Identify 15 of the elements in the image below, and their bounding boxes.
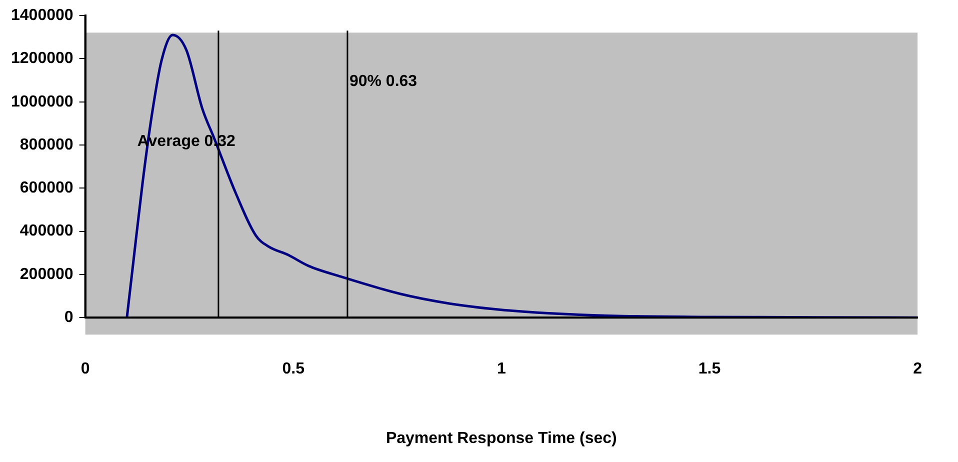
x-tick-label: 1.5 — [698, 360, 721, 378]
y-tick-label: 800000 — [20, 136, 74, 154]
x-tick-label: 0.5 — [282, 360, 305, 378]
y-tick-label: 1000000 — [10, 93, 74, 110]
y-tick-label: 600000 — [20, 180, 74, 197]
x-tick-label: 2 — [913, 360, 922, 378]
y-tick-label: 200000 — [20, 266, 74, 283]
y-tick-label: 1200000 — [10, 50, 74, 68]
x-axis-title: Payment Response Time (sec) — [386, 430, 617, 447]
ref-line-label: 90% 0.63 — [349, 73, 418, 90]
y-tick-label: 0 — [64, 309, 74, 326]
y-tick-label: 400000 — [20, 222, 74, 240]
y-tick-label: 1400000 — [10, 7, 74, 24]
x-tick-label: 0 — [80, 360, 90, 378]
x-tick-label: 1 — [496, 360, 506, 378]
